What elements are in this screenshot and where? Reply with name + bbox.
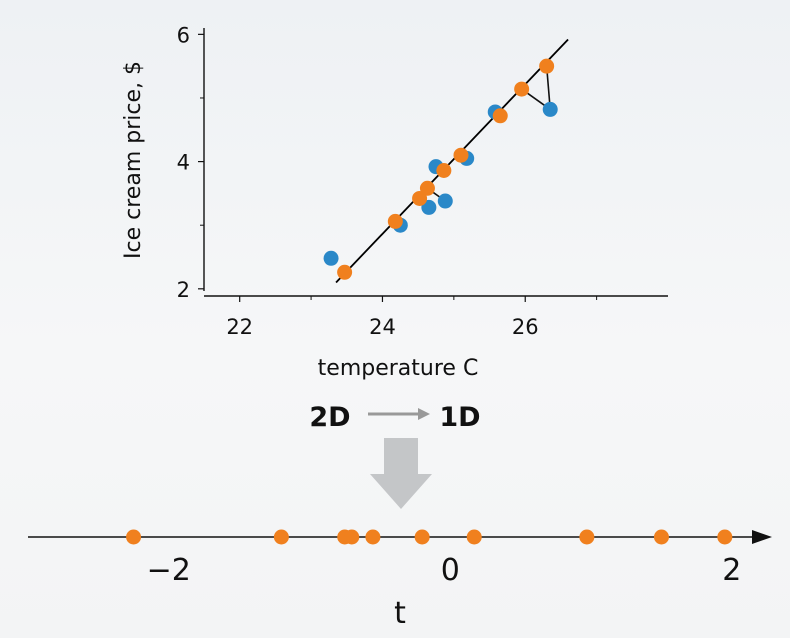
transform-label: 2D 1D xyxy=(309,402,481,509)
projected-point xyxy=(579,529,595,545)
data-point-orange xyxy=(453,147,469,163)
number-line: −2 0 2 t xyxy=(28,529,772,631)
projected-point xyxy=(365,529,381,545)
data-point-orange xyxy=(436,162,452,178)
projected-point xyxy=(717,529,733,545)
data-point-orange xyxy=(412,190,428,206)
t-tick-label: 2 xyxy=(722,553,741,588)
down-arrow xyxy=(370,438,432,509)
projected-point xyxy=(344,529,360,545)
projected-point xyxy=(126,529,142,545)
projected-point xyxy=(653,529,669,545)
data-point-orange xyxy=(387,213,403,229)
projected-points xyxy=(126,529,733,545)
transform-arrowhead xyxy=(418,408,430,420)
t-axis-ticks: −2 0 2 xyxy=(147,553,742,588)
y-tick-label: 6 xyxy=(177,23,190,47)
data-point-orange xyxy=(337,264,353,280)
projected-point xyxy=(414,529,430,545)
y-axis-label: Ice cream price, $ xyxy=(121,61,146,259)
x-tick-label: 26 xyxy=(512,315,539,339)
data-point-orange xyxy=(539,58,555,74)
x-tick-label: 22 xyxy=(226,315,253,339)
from-dim-label: 2D xyxy=(309,402,350,433)
t-axis-arrowhead xyxy=(752,530,772,544)
t-axis-label: t xyxy=(394,596,406,631)
t-tick-label: 0 xyxy=(441,553,460,588)
data-point-orange xyxy=(419,180,435,196)
data-point-orange xyxy=(514,81,530,97)
fit-line-group xyxy=(335,38,569,284)
projected-point xyxy=(466,529,482,545)
data-point-blue xyxy=(542,101,558,117)
to-dim-label: 1D xyxy=(439,402,480,433)
fit-line xyxy=(335,38,569,284)
data-point-blue xyxy=(437,193,453,209)
data-point-orange xyxy=(492,108,508,124)
y-tick-label: 4 xyxy=(177,151,190,175)
projected-point xyxy=(273,529,289,545)
data-point-blue xyxy=(323,250,339,266)
projection-lines xyxy=(426,66,552,202)
y-tick-label: 2 xyxy=(177,278,190,302)
x-axis-label: temperature C xyxy=(318,356,479,381)
t-tick-label: −2 xyxy=(147,553,191,588)
data-point-blue xyxy=(421,199,437,215)
x-tick-label: 24 xyxy=(369,315,396,339)
scatter-points xyxy=(323,58,558,280)
